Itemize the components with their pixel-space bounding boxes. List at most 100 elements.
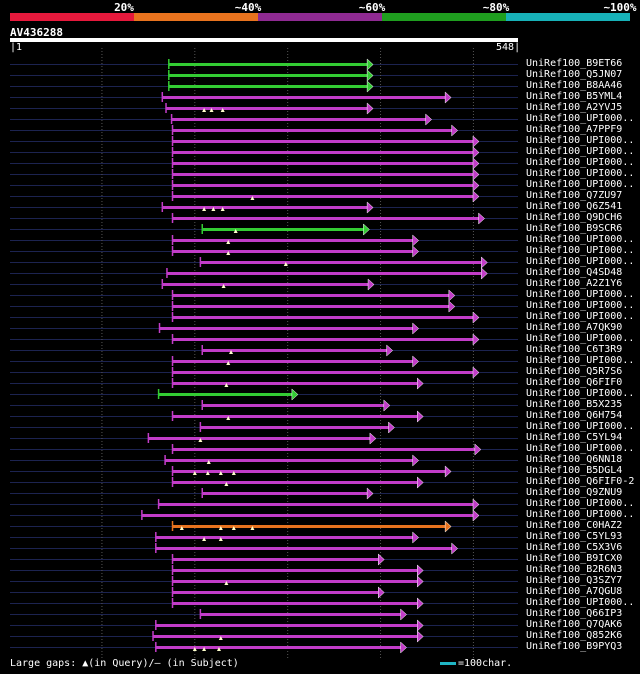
hit-label[interactable]: UniRef100_Q6FIF0	[526, 377, 623, 388]
gap-marker	[220, 207, 225, 211]
hit-arrowhead	[417, 410, 424, 423]
legend-label: ~60%	[358, 1, 386, 14]
hit-label[interactable]: UniRef100_Q7QAK6	[526, 619, 623, 630]
hit-arrowhead	[481, 256, 488, 269]
hit-label[interactable]: UniRef100_C5X3V6	[526, 542, 623, 553]
gap-marker	[192, 471, 197, 475]
gap-marker	[250, 526, 255, 530]
hit-label[interactable]: UniRef100_Q6FIF0-2	[526, 476, 635, 487]
hit-label[interactable]: UniRef100_B9PYQ3	[526, 641, 623, 652]
hit-label[interactable]: UniRef100_Q3SZY7	[526, 575, 623, 586]
gap-marker	[202, 207, 207, 211]
hit-label[interactable]: UniRef100_Q5R7S6	[526, 366, 623, 377]
hit-label[interactable]: UniRef100_UPI000..	[526, 289, 635, 300]
hit-label[interactable]: UniRef100_UPI000..	[526, 157, 635, 168]
hit-label[interactable]: UniRef100_UPI000..	[526, 421, 635, 432]
hit-label[interactable]: UniRef100_Q5JN07	[526, 69, 623, 80]
hit-label[interactable]: UniRef100_UPI000..	[526, 355, 635, 366]
hit-label[interactable]: UniRef100_B8AA46	[526, 80, 623, 91]
hit-label[interactable]: UniRef100_UPI000..	[526, 509, 635, 520]
scale-text: =100char.	[458, 658, 513, 669]
hit-label[interactable]: UniRef100_UPI000..	[526, 168, 635, 179]
hit-label[interactable]: UniRef100_Q4SD48	[526, 267, 623, 278]
hit-label[interactable]: UniRef100_B5DGL4	[526, 465, 623, 476]
hit-label[interactable]: UniRef100_UPI000..	[526, 256, 635, 267]
hit-label[interactable]: UniRef100_B9ET66	[526, 58, 623, 69]
hit-label[interactable]: UniRef100_A7QK90	[526, 322, 623, 333]
hit-bar	[158, 503, 473, 506]
hit-label[interactable]: UniRef100_C0HAZ2	[526, 520, 623, 531]
hit-bar	[168, 85, 368, 88]
hit-arrowhead	[472, 366, 480, 379]
hit-arrowhead	[366, 102, 374, 115]
hit-arrowhead	[417, 564, 424, 577]
hit-label[interactable]: UniRef100_UPI000..	[526, 333, 635, 344]
hit-label[interactable]: UniRef100_Q66IP3	[526, 608, 623, 619]
hit-label[interactable]: UniRef100_UPI000..	[526, 234, 635, 245]
gap-marker	[218, 526, 223, 530]
hit-label[interactable]: UniRef100_B5X235	[526, 399, 623, 410]
hit-bar	[162, 283, 369, 286]
legend-label: ~100%	[603, 1, 637, 14]
hit-bar	[200, 613, 401, 616]
hit-bar	[172, 448, 475, 451]
gap-marker	[216, 647, 221, 651]
hit-label[interactable]: UniRef100_C6T3R9	[526, 344, 623, 355]
hit-bar	[172, 184, 473, 187]
gap-marker	[179, 526, 184, 530]
hit-label[interactable]: UniRef100_UPI000..	[526, 498, 635, 509]
gap-marker	[224, 383, 229, 387]
hit-label[interactable]: UniRef100_B9SCR6	[526, 223, 623, 234]
hit-arrowhead	[412, 322, 419, 335]
hit-label[interactable]: UniRef100_UPI000..	[526, 135, 635, 146]
hit-label[interactable]: UniRef100_Q6NN18	[526, 454, 623, 465]
hit-label[interactable]: UniRef100_B9ICX0	[526, 553, 623, 564]
gap-marker	[221, 284, 226, 288]
hit-label[interactable]: UniRef100_A7PPF9	[526, 124, 623, 135]
hit-arrowhead	[417, 597, 424, 610]
hit-label[interactable]: UniRef100_A7QGU8	[526, 586, 623, 597]
hit-arrowhead	[472, 311, 480, 324]
hit-label[interactable]: UniRef100_C5YL93	[526, 531, 623, 542]
gap-marker	[206, 460, 211, 464]
hit-label[interactable]: UniRef100_UPI000..	[526, 443, 635, 454]
hit-label[interactable]: UniRef100_A2Z1Y6	[526, 278, 623, 289]
hit-label[interactable]: UniRef100_Q6H754	[526, 410, 623, 421]
hit-label[interactable]: UniRef100_C5YL94	[526, 432, 623, 443]
gap-marker	[250, 196, 255, 200]
hit-arrowhead	[472, 135, 480, 148]
hit-label[interactable]: UniRef100_Q6Z541	[526, 201, 623, 212]
hit-bar	[159, 327, 413, 330]
hit-arrowhead	[417, 575, 424, 588]
hit-bar	[166, 107, 368, 110]
hit-bar	[166, 272, 482, 275]
ruler-start-value: 1	[16, 42, 23, 53]
hit-arrowhead	[451, 542, 459, 555]
hit-label[interactable]: UniRef100_UPI000..	[526, 179, 635, 190]
hit-label[interactable]: UniRef100_UPI000..	[526, 388, 635, 399]
hit-label[interactable]: UniRef100_Q7ZU97	[526, 190, 623, 201]
hit-bar	[172, 151, 473, 154]
hit-label[interactable]: UniRef100_UPI000..	[526, 146, 635, 157]
hit-label[interactable]: UniRef100_A2YVJ5	[526, 102, 623, 113]
legend-label: ~80%	[482, 1, 510, 14]
hit-label[interactable]: UniRef100_UPI000..	[526, 245, 635, 256]
hit-label[interactable]: UniRef100_B2R6N3	[526, 564, 623, 575]
hit-label[interactable]: UniRef100_Q9ZNU9	[526, 487, 623, 498]
hit-bar	[172, 217, 479, 220]
gap-marker	[220, 108, 225, 112]
hit-label[interactable]: UniRef100_UPI000..	[526, 311, 635, 322]
hit-label[interactable]: UniRef100_UPI000..	[526, 300, 635, 311]
hit-arrowhead	[388, 421, 395, 434]
hit-label[interactable]: UniRef100_Q852K6	[526, 630, 623, 641]
hit-label[interactable]: UniRef100_UPI000..	[526, 597, 635, 608]
legend-label: 20%	[114, 1, 134, 14]
hit-bar	[172, 569, 418, 572]
hit-bar	[168, 74, 368, 77]
gap-marker	[198, 438, 203, 442]
hit-bar	[172, 250, 413, 253]
hit-label[interactable]: UniRef100_B5YML4	[526, 91, 623, 102]
hit-label[interactable]: UniRef100_Q9DCH6	[526, 212, 623, 223]
hit-arrowhead	[472, 157, 480, 170]
hit-label[interactable]: UniRef100_UPI000..	[526, 113, 635, 124]
